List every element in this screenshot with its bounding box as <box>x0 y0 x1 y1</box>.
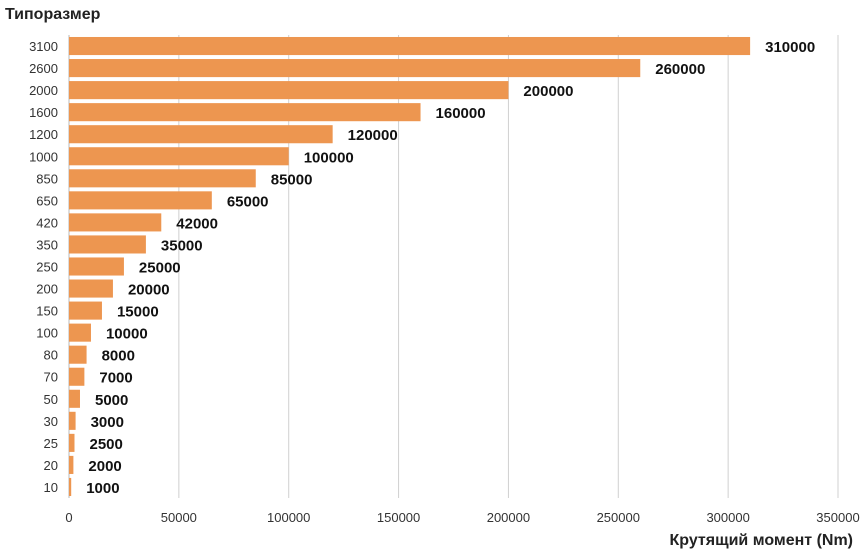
bars <box>69 36 751 497</box>
data-label: 2500 <box>89 436 122 453</box>
data-label: 1000 <box>86 480 119 497</box>
y-tick-label: 850 <box>36 171 58 186</box>
data-label: 85000 <box>271 171 313 188</box>
y-tick-label: 1600 <box>29 105 58 120</box>
data-label: 42000 <box>176 215 218 232</box>
bar-420 <box>69 213 162 232</box>
data-label: 260000 <box>655 61 705 78</box>
bar-200 <box>69 279 113 298</box>
y-tick-label: 25 <box>44 436 58 451</box>
y-tick-label: 350 <box>36 237 58 252</box>
y-tick-label: 2000 <box>29 83 58 98</box>
bar-2600 <box>69 59 641 78</box>
x-tick-labels: 0 50000 100000 150000 200000 250000 300000 3500… <box>65 510 859 525</box>
bar-1600 <box>69 103 421 122</box>
data-label: 25000 <box>139 260 181 277</box>
x-tick-label: 250000 <box>597 510 640 525</box>
data-labels: 310000 260000 200000 160000 120000 100000 8500… <box>86 39 815 497</box>
bar-100 <box>69 323 91 342</box>
data-label: 3000 <box>91 414 124 431</box>
data-label: 15000 <box>117 304 159 321</box>
data-label: 120000 <box>348 127 398 144</box>
data-label: 310000 <box>765 39 815 56</box>
data-label: 100000 <box>304 149 354 166</box>
y-tick-label: 20 <box>44 458 58 473</box>
y-tick-label: 80 <box>44 348 58 363</box>
bar-650 <box>69 191 212 210</box>
data-label: 10000 <box>106 326 148 343</box>
data-label: 7000 <box>99 370 132 387</box>
y-axis-title: Типоразмер <box>5 6 101 23</box>
data-label: 5000 <box>95 392 128 409</box>
y-tick-label: 150 <box>36 304 58 319</box>
data-label: 2000 <box>88 458 121 475</box>
bar-50 <box>69 389 80 408</box>
bar-250 <box>69 257 124 276</box>
y-tick-label: 250 <box>36 260 58 275</box>
data-label: 20000 <box>128 282 170 299</box>
bar-350 <box>69 235 146 254</box>
bar-80 <box>69 345 87 364</box>
bar-10 <box>69 477 72 497</box>
y-tick-label: 1200 <box>29 127 58 142</box>
data-label: 8000 <box>102 348 135 365</box>
bar-30 <box>69 411 76 430</box>
y-tick-label: 10 <box>44 480 58 495</box>
x-tick-label: 100000 <box>267 510 310 525</box>
x-tick-label: 0 <box>65 510 72 525</box>
y-tick-label: 100 <box>36 326 58 341</box>
bar-1200 <box>69 125 333 144</box>
data-label: 35000 <box>161 237 203 254</box>
bar-1000 <box>69 147 289 166</box>
bar-150 <box>69 301 102 320</box>
x-tick-label: 300000 <box>706 510 749 525</box>
data-label: 65000 <box>227 193 269 210</box>
bar-3100 <box>69 36 751 56</box>
x-tick-label: 150000 <box>377 510 420 525</box>
x-tick-label: 200000 <box>487 510 530 525</box>
bar-850 <box>69 169 256 188</box>
y-tick-label: 200 <box>36 282 58 297</box>
y-tick-label: 50 <box>44 392 58 407</box>
y-tick-label: 420 <box>36 215 58 230</box>
y-tick-label: 1000 <box>29 149 58 164</box>
y-tick-label: 650 <box>36 193 58 208</box>
data-label: 200000 <box>523 83 573 100</box>
bar-2000 <box>69 81 509 100</box>
bar-70 <box>69 367 85 386</box>
x-tick-label: 50000 <box>161 510 197 525</box>
bar-20 <box>69 455 74 474</box>
y-tick-label: 3100 <box>29 39 58 54</box>
x-tick-label: 350000 <box>816 510 859 525</box>
y-tick-labels: 3100 2600 2000 1600 1200 1000 850 650 420 350 250 2… <box>29 39 58 495</box>
bar-25 <box>69 433 75 452</box>
y-tick-label: 2600 <box>29 61 58 76</box>
y-tick-label: 30 <box>44 414 58 429</box>
y-tick-label: 70 <box>44 370 58 385</box>
data-label: 160000 <box>436 105 486 122</box>
x-axis-title: Крутящий момент (Nm) <box>669 532 853 549</box>
